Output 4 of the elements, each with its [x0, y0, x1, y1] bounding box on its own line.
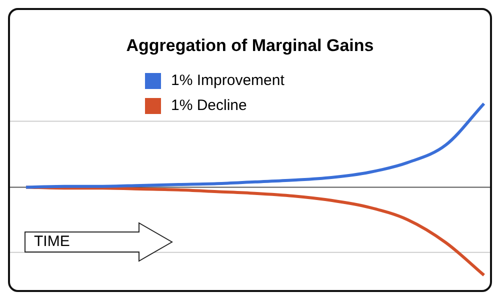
legend-label: 1% Decline [171, 97, 247, 114]
annotation: TIME [34, 233, 70, 250]
legend-label: 1% Improvement [171, 72, 284, 89]
chart-title: Aggregation of Marginal Gains [125, 36, 375, 56]
